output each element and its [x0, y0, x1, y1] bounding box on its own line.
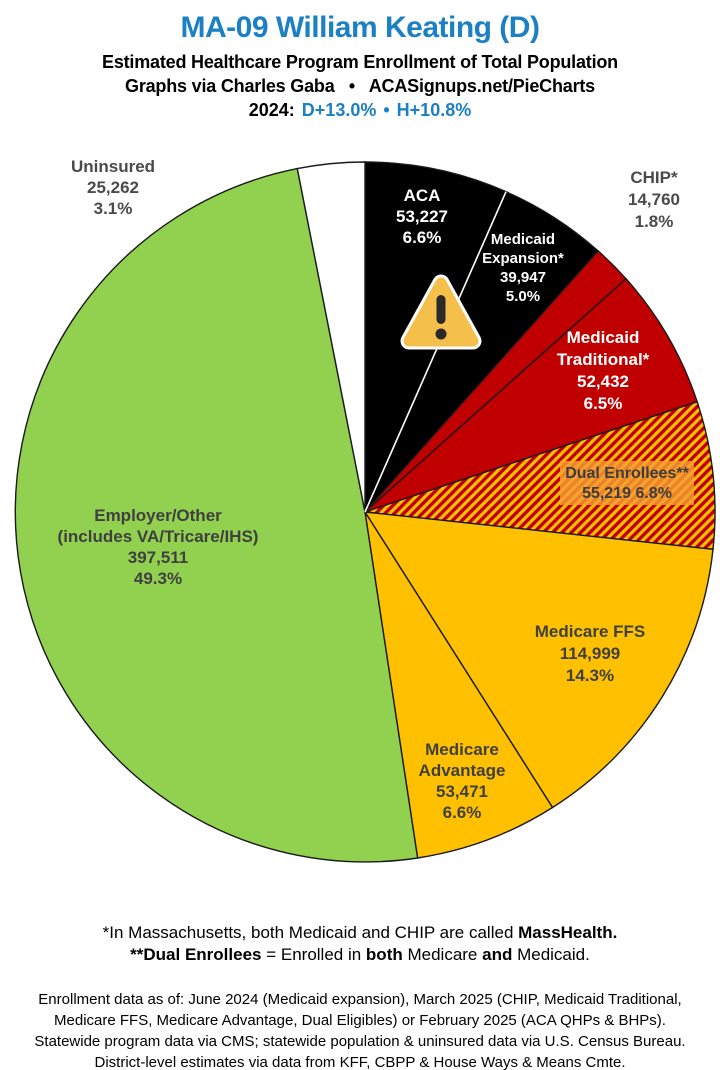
pie-slice-uninsured: [296, 161, 366, 513]
label-medicare-advantage: Medicare Advantage 53,471 6.6%: [418, 740, 506, 822]
warning-exclamation-bar: [436, 295, 446, 324]
year-label: 2024:: [248, 100, 295, 120]
label-employer-other: Employer/Other (includes VA/Tricare/IHS)…: [57, 506, 259, 588]
label-dual-enrollees: Dual Enrollees** 55,219 6.8%: [560, 461, 694, 505]
label-medicaid-expansion: Medicaid Expansion* 39,947 5.0%: [482, 231, 564, 305]
bullet-separator: •: [383, 100, 390, 120]
pie-slice-medicaid-traditional: [364, 277, 699, 513]
footnote-block: *In Massachusetts, both Medicaid and CHI…: [0, 922, 720, 966]
label-medicaid-traditional: Medicaid Traditional* 52,432 6.5%: [556, 328, 650, 413]
label-aca: ACA 53,227 6.6%: [396, 186, 448, 247]
subtitle: Estimated Healthcare Program Enrollment …: [102, 52, 618, 72]
pie-slice-medicare-advantage: [364, 511, 554, 859]
dem-lean-value: D+13.0%: [301, 100, 377, 120]
source-block: Enrollment data as of: June 2024 (Medica…: [34, 991, 686, 1070]
warning-exclamation-dot: [435, 328, 447, 340]
label-medicare-ffs: Medicare FFS 114,999 14.3%: [534, 622, 646, 685]
partisan-lean-line: 2024: D+13.0% • H+10.8%: [0, 100, 720, 121]
pie-slice-dual-enrollees: [364, 400, 716, 551]
pie-slice-employer-other-includes-va-tricare-ihs: [14, 167, 419, 863]
white-slice-divider: [364, 191, 507, 513]
pie-slice-medicare-ffs: [363, 511, 714, 809]
warning-icon: [400, 274, 482, 350]
credit-line: Graphs via Charles Gaba • ACASignups.net…: [125, 76, 595, 96]
footnote-dual-enrollees: **Dual Enrollees = Enrolled in both Medi…: [130, 945, 590, 964]
label-chip: CHIP* 14,760 1.8%: [628, 168, 680, 231]
page-title: MA-09 William Keating (D): [180, 11, 540, 44]
footnote-masshealth: *In Massachusetts, both Medicaid and CHI…: [102, 923, 618, 942]
label-uninsured: Uninsured 25,262 3.1%: [70, 157, 156, 218]
house-vote-value: H+10.8%: [396, 100, 472, 120]
